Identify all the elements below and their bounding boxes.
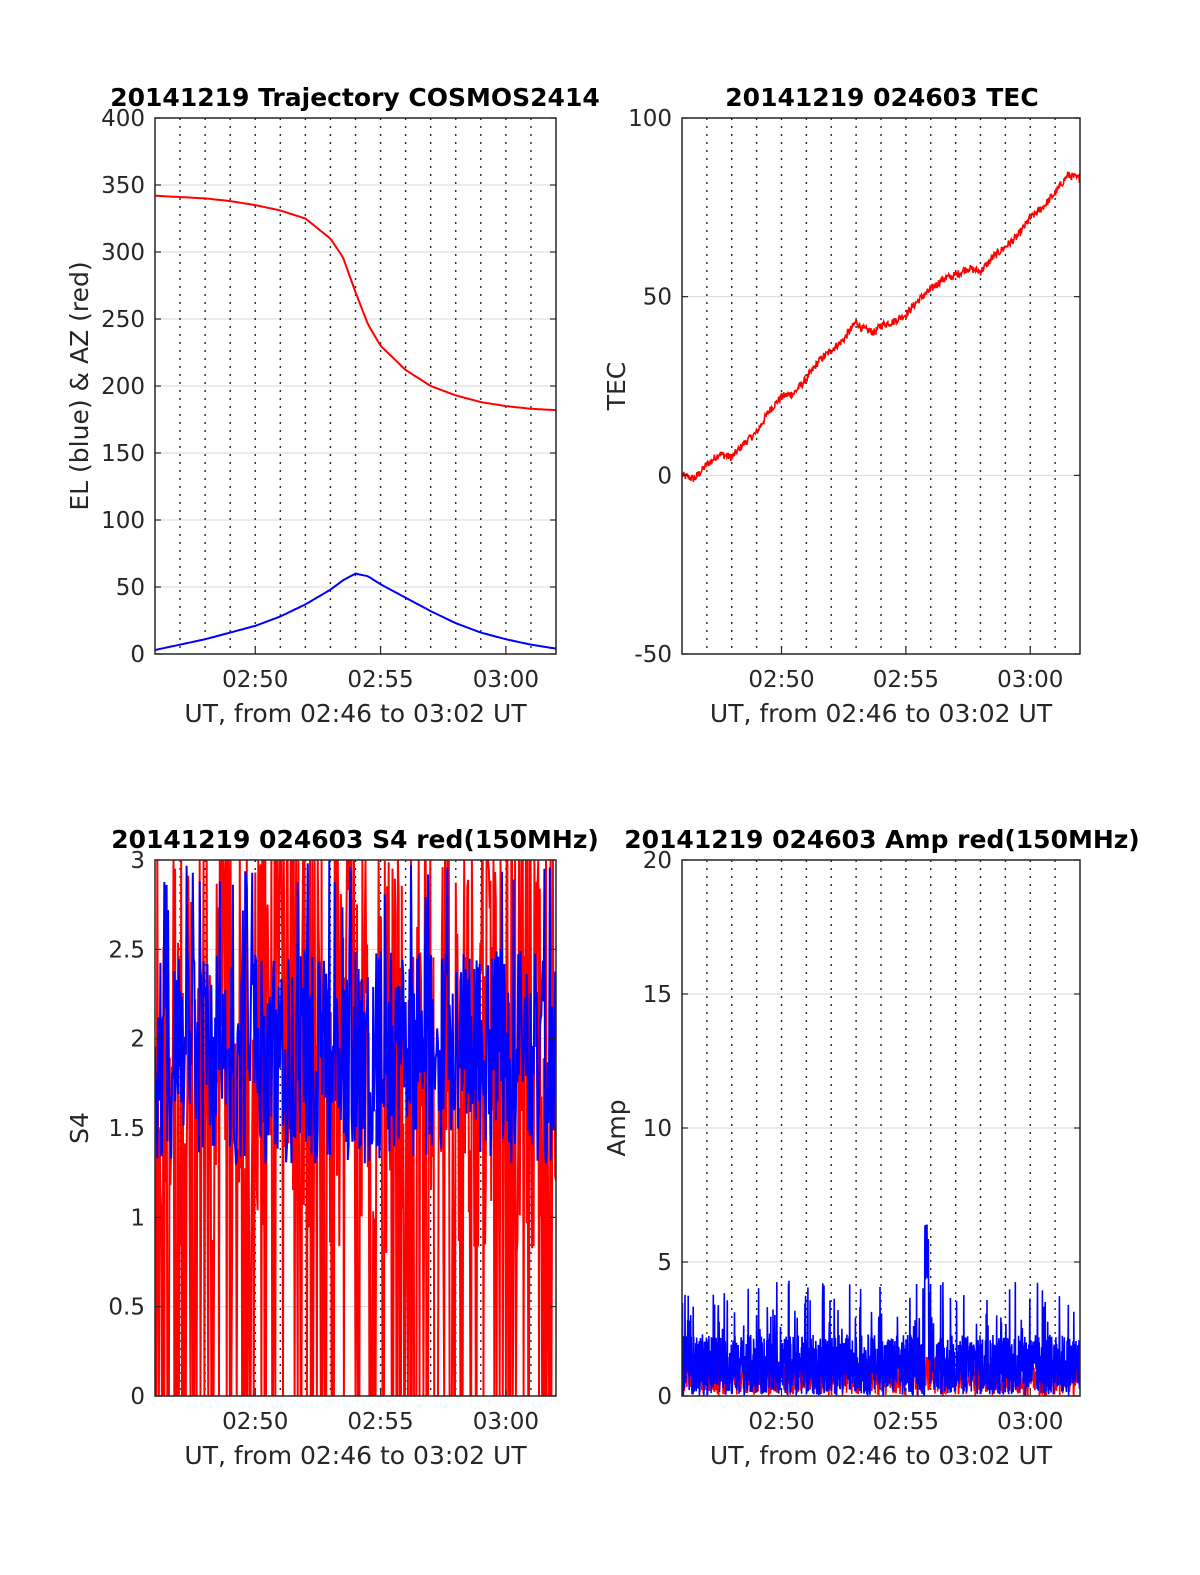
y-tick-label: 150 [101,441,145,467]
y-tick-label: 1 [130,1205,145,1231]
y-tick-label: 1.5 [108,1116,145,1142]
y-tick-label: 250 [101,307,145,333]
x-tick-label: 03:00 [997,667,1063,693]
y-tick-label: 300 [101,240,145,266]
x-tick-label: 03:00 [997,1409,1063,1435]
series-line-red [682,170,1080,482]
y-tick-label: 0 [657,463,672,489]
y-tick-label: 0 [130,1384,145,1410]
y-axis-label: EL (blue) & AZ (red) [65,261,94,510]
y-tick-label: 50 [116,575,145,601]
x-axis-label: UT, from 02:46 to 03:02 UT [184,1441,527,1470]
x-tick-label: 02:50 [748,1409,814,1435]
y-tick-label: 20 [643,848,672,874]
series-line-red [155,860,556,1396]
y-tick-label: 3 [130,848,145,874]
x-tick-label: 02:50 [222,667,288,693]
x-tick-label: 02:55 [347,667,413,693]
series-line-blue [155,572,556,651]
y-tick-label: 15 [643,982,672,1008]
trajectory-chart: 02:50 02:55 03:00050100150200250300350400 … [65,83,600,728]
chart-title: 20141219 024603 Amp red(150MHz) [624,825,1140,854]
x-tick-label: 02:55 [873,667,939,693]
y-tick-label: 2.5 [108,937,145,963]
chart-title: 20141219 Trajectory COSMOS2414 [110,83,600,112]
tec-chart: 02:50 02:55 03:00 -50 0 50 100 20141219 024603… [602,83,1081,728]
y-tick-label: 0.5 [108,1295,145,1321]
y-tick-label: 0 [657,1384,672,1410]
y-tick-label: -50 [634,642,672,668]
x-tick-label: 03:00 [473,1409,539,1435]
s4-chart: 02:50 02:55 03:00 0 0.5 1 1.5 2 2.5 3 20141219 02… [65,825,599,1470]
y-tick-label: 100 [101,508,145,534]
y-tick-label: 400 [101,106,145,132]
x-tick-label: 02:55 [347,1409,413,1435]
y-tick-label: 350 [101,173,145,199]
x-tick-label: 02:50 [222,1409,288,1435]
x-tick-label: 02:50 [748,667,814,693]
y-axis-label: S4 [65,1112,94,1144]
y-tick-label: 5 [657,1250,672,1276]
x-tick-label: 03:00 [473,667,539,693]
series-line-blue [155,860,556,1166]
chart-title: 20141219 024603 TEC [725,83,1038,112]
y-tick-label: 0 [130,642,145,668]
axes-frame [681,117,1081,655]
amp-chart: 02:50 02:55 03:00 0 5 10 15 20 20141219 024603 … [602,825,1140,1470]
x-axis-label: UT, from 02:46 to 03:02 UT [710,699,1053,728]
y-tick-label: 200 [101,374,145,400]
chart-title: 20141219 024603 S4 red(150MHz) [111,825,599,854]
y-tick-label: 10 [643,1116,672,1142]
y-tick-label: 50 [643,285,672,311]
x-tick-label: 02:55 [873,1409,939,1435]
x-axis-label: UT, from 02:46 to 03:02 UT [710,1441,1053,1470]
series-line-red [155,194,556,412]
y-axis-label: TEC [602,362,631,412]
y-tick-label: 2 [130,1027,145,1053]
series-line-blue [682,1224,1080,1396]
y-tick-label: 100 [628,106,672,132]
x-axis-label: UT, from 02:46 to 03:02 UT [184,699,527,728]
y-axis-label: Amp [602,1099,631,1156]
